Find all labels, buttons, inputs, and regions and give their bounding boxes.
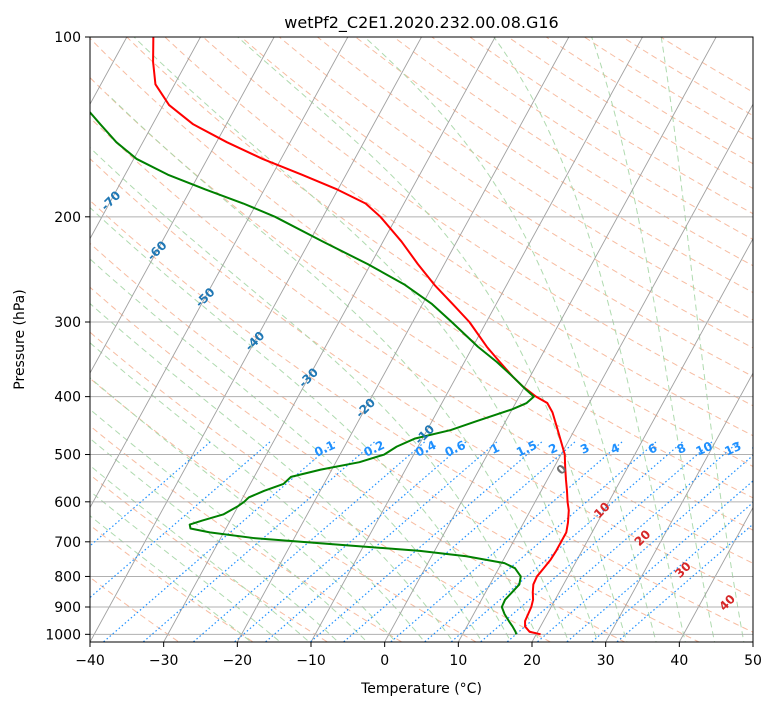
x-axis-ticks: −40 −30 −20 −10 0 10 20 30 40 50 — [75, 642, 762, 669]
dry-adiabat-line — [354, 37, 753, 294]
mixing-ratio-line — [264, 440, 499, 642]
x-tick-label: 50 — [744, 653, 762, 669]
mixing-ratio-label: 16 — [750, 439, 771, 459]
mixing-ratio-line — [479, 440, 714, 642]
dry-adiabat-line — [240, 37, 753, 378]
mixing-ratio-line — [615, 523, 753, 642]
x-tick-label: −40 — [75, 653, 105, 669]
temperature-line — [152, 37, 570, 636]
mixing-ratio-line — [450, 440, 684, 642]
dry-adiabat-line — [90, 377, 478, 642]
dry-adiabat-line — [90, 117, 753, 564]
isotherm-line — [90, 37, 423, 642]
y-tick-label: 1000 — [45, 627, 81, 643]
isotherm-line — [163, 37, 496, 642]
mixing-ratio-line — [102, 440, 336, 642]
moist-adiabats — [90, 37, 745, 642]
dry-adiabat-line — [90, 286, 626, 642]
isotherm-line — [90, 37, 202, 240]
dry-adiabat-line — [202, 37, 753, 407]
isotherm-line — [90, 37, 275, 375]
y-tick-label: 700 — [54, 535, 81, 551]
isotherm-line — [678, 506, 753, 642]
mixing-ratio-line — [423, 440, 658, 642]
mixing-ratio-lines — [90, 440, 753, 642]
mixing-ratio-line — [309, 440, 543, 642]
y-tick-label: 100 — [54, 30, 81, 46]
moist-adiabat-line — [90, 302, 454, 642]
y-axis-ticks: 100 200 300 400 500 600 700 800 900 1000 — [45, 30, 90, 643]
isotherms — [90, 37, 753, 642]
mixing-ratio-label: 10 — [694, 439, 715, 459]
moist-adiabat-line — [90, 515, 252, 642]
isotherm-line — [384, 37, 717, 642]
moist-adiabat-line — [493, 37, 686, 642]
mixing-ratio-line — [590, 501, 753, 642]
plot-area: -100-90-80-70-60-50-40-30-20-100.10.20.4… — [90, 37, 771, 642]
y-tick-label: 500 — [54, 448, 81, 464]
dry-adiabat-line — [90, 576, 180, 642]
x-tick-label: −20 — [223, 653, 253, 669]
y-tick-label: 900 — [54, 600, 81, 616]
mixing-ratio-line — [565, 480, 753, 642]
isotherm-line — [310, 37, 644, 642]
moist-adiabat-line — [90, 437, 339, 642]
x-tick-label: 0 — [380, 653, 389, 669]
plot-frame — [89, 36, 754, 643]
dry-adiabat-line — [90, 76, 753, 531]
mixing-ratio-line — [90, 440, 272, 599]
moist-adiabat-line — [90, 206, 512, 642]
mixing-ratio-line — [142, 440, 376, 642]
y-axis-label: Pressure (hPa) — [12, 289, 28, 389]
mixing-ratio-line — [90, 440, 212, 547]
dewpoint-line — [90, 110, 535, 635]
y-tick-label: 200 — [54, 210, 81, 226]
x-tick-label: −30 — [149, 653, 179, 669]
moist-adiabat-line — [591, 37, 716, 642]
moist-adiabat-line — [133, 37, 599, 642]
y-tick-label: 800 — [54, 569, 81, 585]
mixing-ratio-line — [233, 440, 468, 642]
moist-adiabat-line — [107, 94, 570, 642]
isotherm-line — [531, 237, 753, 642]
dry-adiabat-line — [90, 425, 403, 642]
y-tick-label: 300 — [54, 315, 81, 331]
moist-adiabat-line — [90, 258, 483, 642]
x-tick-label: −10 — [296, 653, 326, 669]
profile-series — [90, 37, 570, 636]
moist-adiabat-line — [364, 37, 657, 642]
isotherm-line — [457, 103, 753, 642]
y-tick-label: 400 — [54, 390, 81, 406]
moist-adiabat-line — [660, 37, 745, 642]
mixing-ratio-line — [536, 454, 753, 642]
moist-adiabat-line — [237, 37, 628, 642]
dry-adiabat-line — [90, 37, 753, 499]
mixing-ratio-line — [192, 440, 426, 642]
moist-adiabat-line — [90, 464, 311, 642]
x-tick-label: 30 — [597, 653, 615, 669]
mixing-ratio-line — [506, 440, 740, 642]
isotherm-line — [90, 37, 349, 509]
x-tick-label: 20 — [523, 653, 541, 669]
isobars — [90, 37, 753, 635]
isotherm-line — [236, 37, 570, 642]
dry-adiabat-line — [90, 242, 701, 642]
x-axis-label: Temperature (°C) — [360, 681, 482, 697]
mixing-ratio-label: 13 — [722, 439, 743, 459]
mixing-ratio-line — [389, 440, 624, 642]
dry-adiabats — [90, 37, 753, 642]
x-tick-label: 10 — [449, 653, 467, 669]
chart-title: wetPf2_C2E1.2020.232.00.08.G16 — [284, 13, 558, 33]
x-tick-label: 40 — [670, 653, 688, 669]
y-tick-label: 600 — [54, 495, 81, 511]
isotherm-line — [605, 372, 753, 642]
mixing-ratio-line — [342, 440, 577, 642]
